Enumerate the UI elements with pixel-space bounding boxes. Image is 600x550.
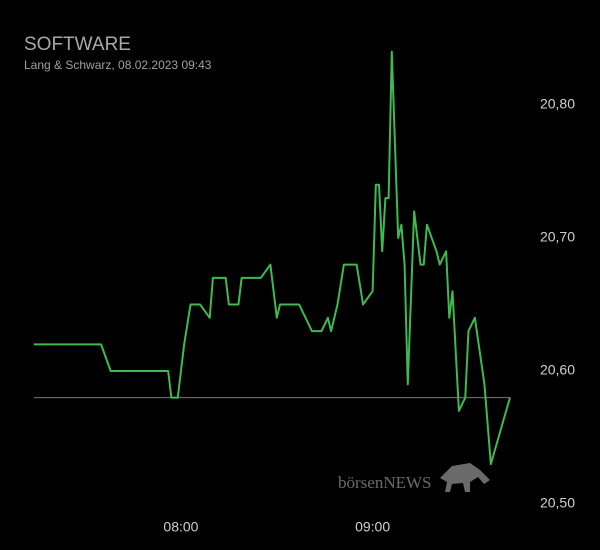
price-line	[34, 50, 511, 466]
y-tick-label: 20,80	[540, 96, 575, 112]
watermark-icon	[440, 463, 490, 492]
chart-title: SOFTWARE	[24, 34, 131, 55]
y-tick-label: 20,50	[540, 495, 575, 511]
y-tick-label: 20,70	[540, 229, 575, 245]
x-tick-label: 09:00	[355, 519, 390, 535]
chart-subtitle: Lang & Schwarz, 08.02.2023 09:43	[24, 58, 212, 72]
watermark: börsenNEWS	[338, 473, 431, 492]
x-tick-label: 08:00	[163, 519, 198, 535]
y-tick-label: 20,60	[540, 362, 575, 378]
